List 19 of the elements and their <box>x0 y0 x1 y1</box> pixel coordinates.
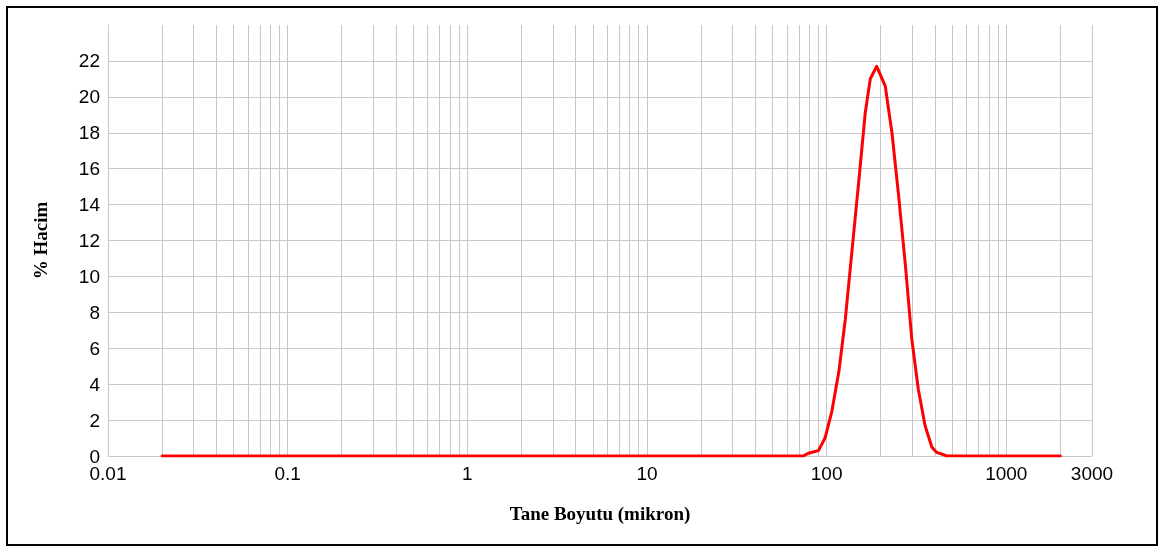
x-tick-label: 0.1 <box>274 463 301 484</box>
y-tick-label: 14 <box>78 194 101 216</box>
y-tick-label: 8 <box>89 301 100 323</box>
x-tick-label: 10 <box>636 463 658 484</box>
x-tick-label: 100 <box>810 463 843 484</box>
y-tick-label: 10 <box>78 265 100 287</box>
y-axis-title: % Hacim <box>30 201 51 280</box>
y-tick-label: 22 <box>78 50 100 72</box>
x-tick-label: 1000 <box>985 463 1028 484</box>
y-tick-label: 12 <box>78 230 100 251</box>
x-axis-title: Tane Boyutu (mikron) <box>509 503 691 525</box>
y-tick-label: 2 <box>89 409 100 431</box>
y-tick-label: 18 <box>78 122 100 144</box>
x-tick-label: 1 <box>462 463 473 484</box>
y-tick-label: 20 <box>78 86 100 108</box>
y-tick-label: 6 <box>89 337 100 359</box>
y-tick-label: 16 <box>78 158 100 180</box>
y-tick-label: 4 <box>89 373 101 395</box>
x-tick-label: 3000 <box>1070 463 1114 484</box>
